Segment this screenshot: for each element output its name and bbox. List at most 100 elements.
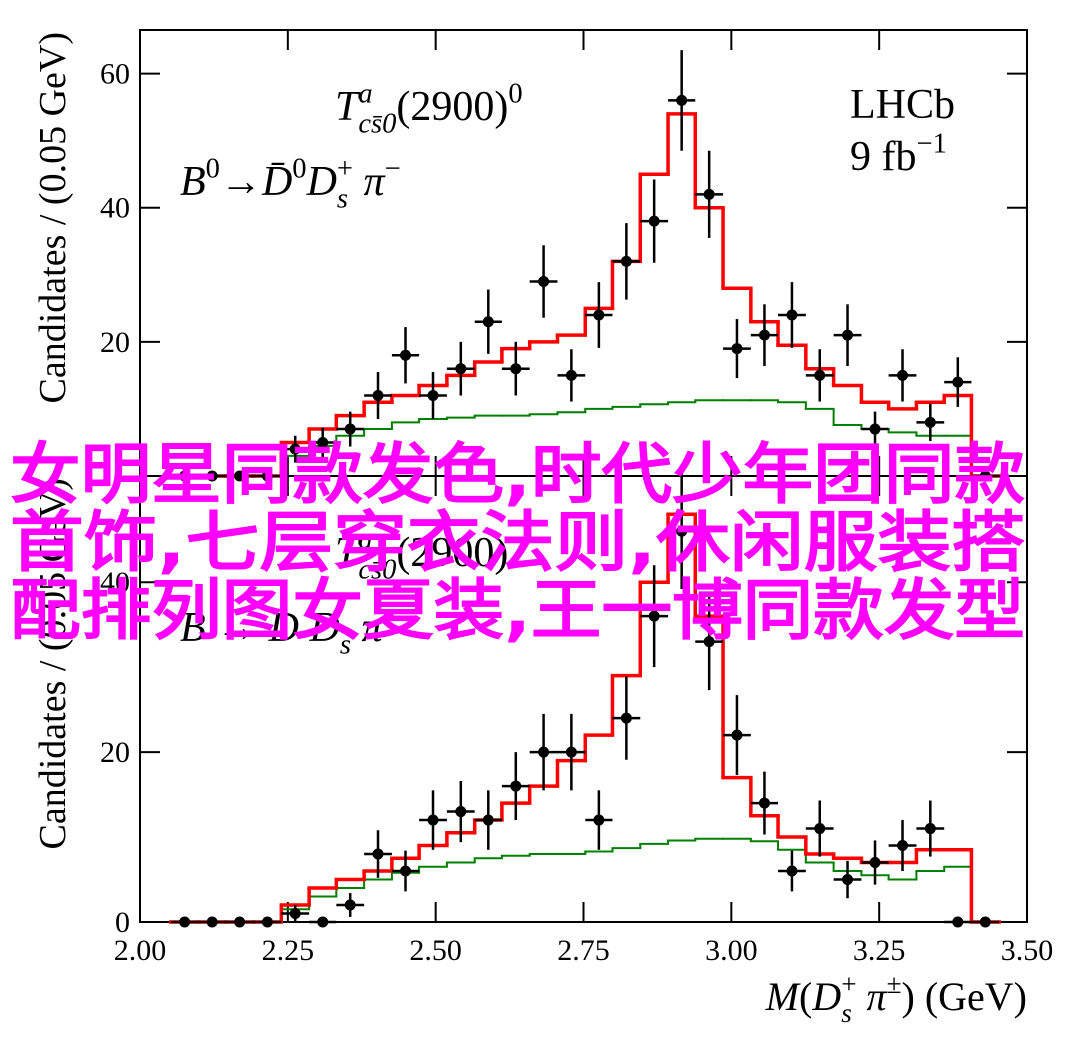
x-tick-label: 2.00 bbox=[114, 934, 167, 967]
data-point bbox=[344, 423, 356, 435]
data-point bbox=[206, 916, 218, 928]
data-point bbox=[924, 823, 936, 835]
y-axis-label: Candidates / (0.05 GeV) bbox=[32, 32, 74, 403]
y-tick-label: 40 bbox=[100, 566, 130, 599]
data-point bbox=[400, 865, 412, 877]
data-point bbox=[952, 376, 964, 388]
data-point bbox=[731, 729, 743, 741]
data-point bbox=[482, 316, 494, 328]
overlay-text: 首饰,七层穿衣法则,休闲服装搭 bbox=[10, 504, 1025, 581]
text-segment: a bbox=[358, 78, 372, 109]
annotation: Ta cs̄0(2900)0 bbox=[335, 78, 523, 139]
annotation: Ta cs̄0(2900) bbox=[335, 524, 508, 585]
data-point bbox=[317, 436, 329, 448]
text-segment: − bbox=[385, 153, 401, 184]
text-segment: cs̄0 bbox=[358, 109, 396, 140]
x-tick-label: 2.75 bbox=[557, 934, 610, 967]
text-segment: 0 bbox=[508, 78, 522, 109]
data-point bbox=[758, 329, 770, 341]
overlay-text: 女明星同款发色,时代少年团同款 bbox=[10, 436, 1025, 513]
x-tick-label: 3.00 bbox=[705, 934, 758, 967]
data-point bbox=[869, 423, 881, 435]
data-point bbox=[179, 916, 191, 928]
text-segment: LHCb bbox=[850, 82, 955, 128]
data-point bbox=[289, 443, 301, 455]
text-segment: D bbox=[299, 605, 340, 651]
text-segment: cs̄0 bbox=[358, 555, 396, 586]
text-segment: π bbox=[857, 974, 888, 1019]
text-segment: → bbox=[220, 159, 262, 205]
data-point bbox=[565, 746, 577, 758]
y-tick-label: 20 bbox=[100, 326, 130, 359]
text-segment: ± bbox=[887, 969, 902, 999]
data-point bbox=[455, 806, 467, 818]
text-segment: (2900) bbox=[396, 530, 508, 576]
y-tick-label: 0 bbox=[115, 906, 130, 939]
text-segment: + bbox=[337, 153, 353, 184]
data-point bbox=[538, 276, 550, 288]
text-segment: D bbox=[268, 605, 299, 651]
data-point bbox=[344, 899, 356, 911]
data-point bbox=[814, 823, 826, 835]
text-segment: 0 bbox=[292, 153, 306, 184]
data-point bbox=[620, 712, 632, 724]
data-point bbox=[703, 636, 715, 648]
y-tick-label: 20 bbox=[100, 736, 130, 769]
data-point bbox=[842, 329, 854, 341]
data-point bbox=[648, 610, 660, 622]
text-segment: (2900) bbox=[396, 84, 508, 130]
data-point bbox=[261, 916, 273, 928]
text-segment: −1 bbox=[917, 128, 947, 159]
data-point bbox=[234, 916, 246, 928]
data-point bbox=[676, 525, 688, 537]
data-point bbox=[786, 865, 798, 877]
text-segment: + bbox=[841, 969, 856, 999]
text-segment: a bbox=[358, 524, 372, 555]
text-segment: π bbox=[353, 159, 386, 205]
text-segment: D̄ bbox=[261, 159, 292, 205]
data-point bbox=[372, 390, 384, 402]
x-tick-label: 3.25 bbox=[853, 934, 906, 967]
text-segment: ( bbox=[799, 974, 812, 1019]
text-segment: s bbox=[337, 184, 348, 215]
x-tick-label: 2.25 bbox=[262, 934, 315, 967]
data-point bbox=[731, 343, 743, 355]
data-point bbox=[427, 390, 439, 402]
text-segment: D bbox=[306, 159, 337, 205]
annotation: B0→D̄0Ds+ π− bbox=[180, 153, 401, 214]
text-segment: B bbox=[180, 159, 206, 205]
data-point bbox=[593, 309, 605, 321]
y-tick-label: 60 bbox=[100, 58, 130, 91]
text-segment: π bbox=[351, 605, 384, 651]
data-point bbox=[317, 916, 329, 928]
data-point bbox=[924, 416, 936, 428]
data-point bbox=[593, 814, 605, 826]
data-point bbox=[703, 188, 715, 200]
x-axis-label: M(Ds+ π±) (GeV) bbox=[765, 969, 1027, 1028]
data-point bbox=[897, 369, 909, 381]
x-tick-label: 2.50 bbox=[409, 934, 462, 967]
text-segment: B bbox=[180, 605, 206, 651]
data-point bbox=[372, 848, 384, 860]
text-segment: M bbox=[765, 974, 802, 1019]
y-tick-label: 40 bbox=[100, 192, 130, 225]
data-point bbox=[979, 916, 991, 928]
text-segment: T bbox=[335, 530, 361, 576]
data-point bbox=[510, 363, 522, 375]
data-point bbox=[400, 349, 412, 361]
data-point bbox=[842, 874, 854, 886]
text-segment: → bbox=[206, 605, 269, 651]
data-point bbox=[869, 857, 881, 869]
data-point bbox=[510, 780, 522, 792]
text-segment: 0 bbox=[206, 153, 220, 184]
annotation: B → D Ds π bbox=[180, 605, 383, 661]
data-point bbox=[897, 840, 909, 852]
text-segment: s bbox=[841, 998, 852, 1028]
data-point bbox=[648, 215, 660, 227]
annotation: 9 fb−1 bbox=[850, 128, 947, 180]
data-point bbox=[620, 255, 632, 267]
text-segment: s bbox=[340, 630, 351, 661]
y-axis-label: Candidates / (0.05 GeV) bbox=[32, 478, 74, 849]
data-point bbox=[538, 746, 550, 758]
